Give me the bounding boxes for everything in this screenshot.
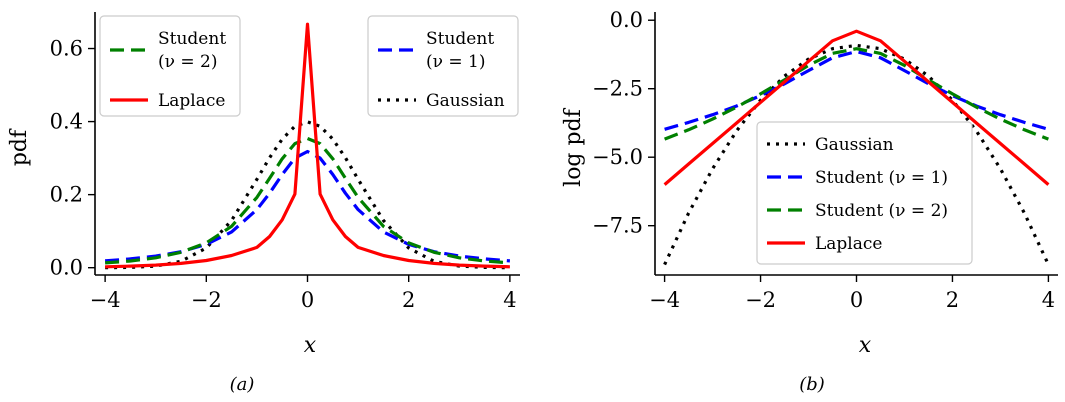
series-line-laplace (105, 22, 510, 269)
x-tick-label: −4 (649, 288, 680, 312)
panel-caption: (b) (799, 374, 825, 395)
y-tick-label: −2.5 (592, 77, 643, 101)
legend-label-student2: Student (ν = 2) (815, 201, 948, 221)
legend-frame (99, 15, 241, 117)
x-tick-label: 2 (402, 288, 415, 312)
y-tick-label: −7.5 (592, 214, 643, 238)
legend-label-student1: Student (426, 29, 494, 49)
x-tick-label: 2 (946, 288, 959, 312)
y-tick-label: 0.0 (50, 256, 83, 280)
legend-label-gaussian: Gaussian (426, 91, 505, 111)
x-axis-label: x (859, 333, 872, 358)
x-tick-label: 0 (301, 288, 314, 312)
y-axis-label: pdf (7, 128, 32, 166)
chart-panel-a: −4 −2 0 2 4 0.0 0.2 0.4 0.6 x pdf (a) Student (ν = 2)… (7, 12, 520, 395)
x-tick-label: 0 (850, 288, 863, 312)
x-tick-label: 4 (503, 288, 516, 312)
series-line-gaussian (663, 43, 1050, 266)
legend-label-gaussian: Gaussian (815, 135, 894, 155)
legend: Student (ν = 1) Gaussian (367, 15, 519, 117)
legend: Gaussian Student (ν = 1) Student (ν = 2) La… (756, 121, 973, 265)
legend-sublabel-student2: (ν = 2) (158, 52, 217, 72)
series-line-student2 (104, 136, 511, 265)
series-line-student1 (664, 49, 1049, 131)
legend-frame (756, 121, 973, 265)
legend-sublabel-student1: (ν = 1) (426, 52, 485, 72)
legend: Student (ν = 2) Laplace (99, 15, 241, 117)
series-line-gaussian (105, 120, 510, 270)
legend-label-student2: Student (158, 29, 226, 49)
legend-label-laplace: Laplace (158, 91, 225, 111)
y-tick-label: 0.2 (50, 183, 83, 207)
x-tick-label: −2 (191, 288, 222, 312)
x-tick-label: 4 (1042, 288, 1055, 312)
y-tick-label: 0.6 (50, 37, 83, 61)
series-line-student1 (104, 149, 511, 263)
y-tick-label: 0.0 (610, 8, 643, 32)
legend-label-student1: Student (ν = 1) (815, 168, 948, 188)
series-line-student2 (664, 47, 1049, 141)
chart-panel-b: −4 −2 0 2 4 0.0 −2.5 −5.0 −7.5 x log pdf (b) Gaussia… (561, 8, 1058, 395)
legend-frame (367, 15, 519, 117)
legend-label-laplace: Laplace (815, 234, 882, 254)
x-tick-label: −4 (90, 288, 121, 312)
x-tick-label: −2 (745, 288, 776, 312)
y-tick-label: −5.0 (592, 145, 643, 169)
y-tick-label: 0.4 (50, 110, 83, 134)
x-axis-label: x (304, 333, 317, 358)
series-line-laplace (663, 29, 1050, 186)
panel-caption: (a) (230, 374, 255, 395)
y-axis-label: log pdf (561, 107, 586, 187)
